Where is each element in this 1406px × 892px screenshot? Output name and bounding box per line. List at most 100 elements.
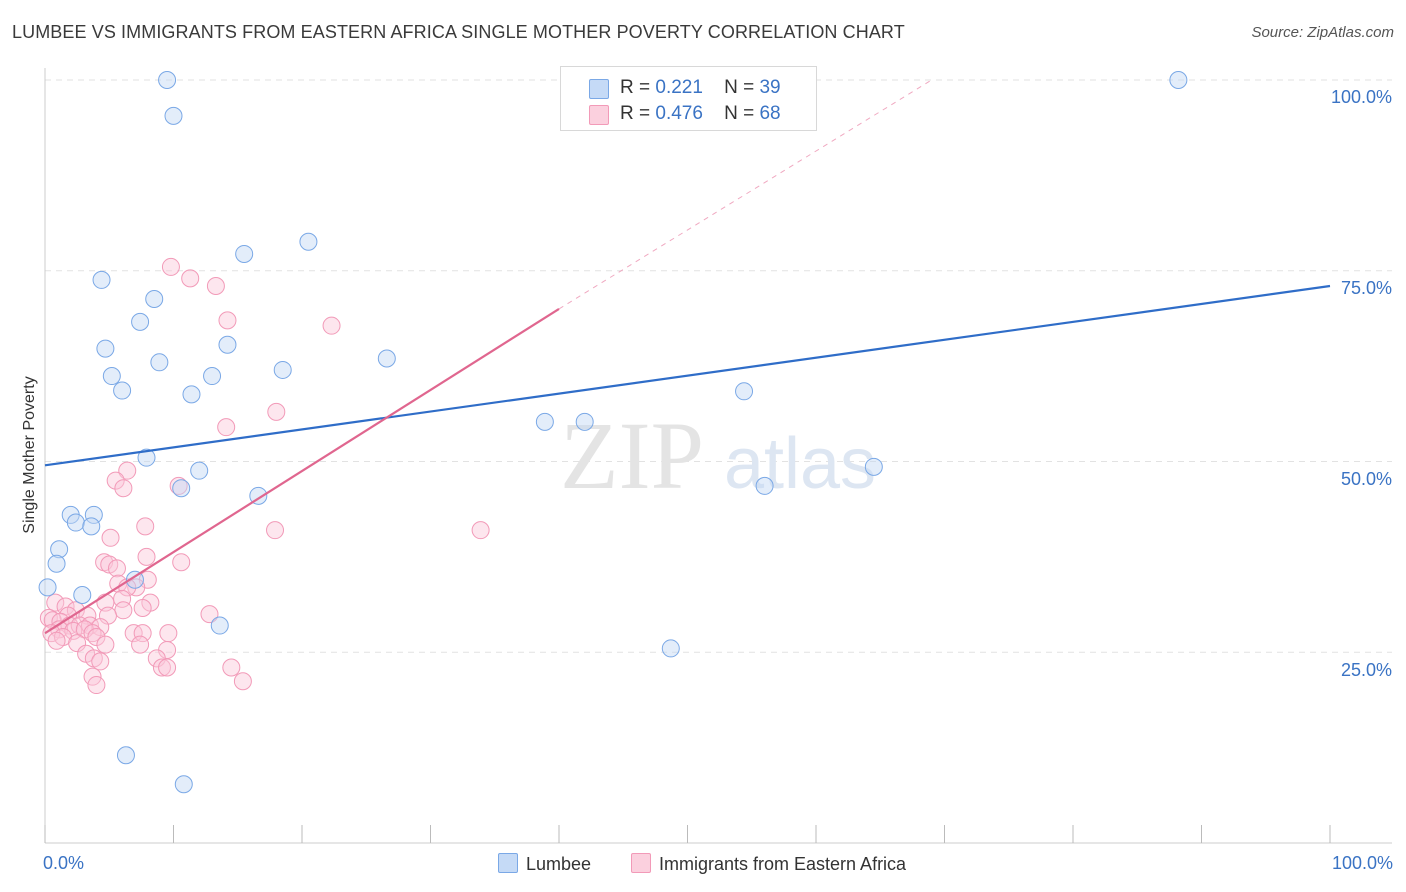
lumbee-point <box>47 554 66 573</box>
lumbee-point <box>377 349 396 368</box>
lumbee-point <box>82 517 101 536</box>
eastern-africa-point <box>161 257 180 276</box>
eastern-africa-point <box>87 676 106 695</box>
eastern-africa-point <box>114 479 133 498</box>
r-value: 0.476 <box>655 103 703 124</box>
x-tick-label-max: 100.0% <box>1331 853 1393 873</box>
lumbee-point <box>116 746 135 765</box>
eastern-africa-point <box>136 517 155 536</box>
watermark-zip: ZIP <box>560 402 704 509</box>
eastern-africa-point <box>47 631 66 650</box>
eastern-africa-point <box>133 598 152 617</box>
lumbee-swatch <box>589 79 609 99</box>
lumbee-point <box>137 448 156 467</box>
lumbee-trend-line <box>44 284 1331 467</box>
eastern-africa-swatch <box>589 105 609 125</box>
eastern-africa-point <box>217 418 236 437</box>
eastern-africa-point <box>172 553 191 572</box>
eastern-africa-point <box>64 621 83 640</box>
n-value: 39 <box>759 77 781 98</box>
n-label: N = <box>724 77 755 98</box>
eastern-africa-point <box>83 667 102 686</box>
eastern-africa-point <box>46 593 65 612</box>
lumbee-point <box>575 412 594 431</box>
lumbee-point <box>273 360 292 379</box>
lumbee-point <box>864 457 883 476</box>
eastern-africa-legend-swatch <box>631 853 651 873</box>
eastern-africa-point <box>233 672 252 691</box>
y-tick-label: 50.0% <box>1340 469 1392 489</box>
n-value: 68 <box>759 103 781 124</box>
y-tick-label: 75.0% <box>1340 278 1392 298</box>
lumbee-point <box>38 578 57 597</box>
eastern-africa-trend-line <box>44 307 560 635</box>
lumbee-point <box>172 479 191 498</box>
eastern-africa-point <box>101 528 120 547</box>
lumbee-point <box>150 353 169 372</box>
eastern-africa-point <box>266 521 285 540</box>
lumbee-point <box>182 385 201 404</box>
lumbee-point <box>174 775 193 794</box>
eastern-africa-point <box>96 635 115 654</box>
source-credit: Source: ZipAtlas.com <box>1251 24 1394 41</box>
eastern-africa-point <box>118 461 137 480</box>
eastern-africa-point <box>91 652 110 671</box>
eastern-africa-point <box>222 658 241 677</box>
r-label: R = <box>620 77 651 98</box>
eastern-africa-trend-extension <box>558 79 932 310</box>
eastern-africa-point <box>181 269 200 288</box>
lumbee-point <box>210 616 229 635</box>
eastern-africa-point <box>218 311 237 330</box>
chart-title: LUMBEE VS IMMIGRANTS FROM EASTERN AFRICA… <box>12 22 905 42</box>
eastern-africa-point <box>471 521 490 540</box>
lumbee-point <box>84 505 103 524</box>
lumbee-point <box>299 232 318 251</box>
watermark-atlas: atlas <box>724 424 876 504</box>
lumbee-point <box>164 106 183 125</box>
eastern-africa-point <box>159 624 178 643</box>
lumbee-point <box>203 367 222 386</box>
lumbee-point <box>735 382 754 401</box>
lumbee-point <box>50 540 69 559</box>
eastern-africa-point <box>133 624 152 643</box>
lumbee-point <box>102 367 121 386</box>
lumbee-point <box>158 71 177 89</box>
eastern-africa-point <box>109 574 128 593</box>
lumbee-point <box>113 381 132 400</box>
eastern-africa-point <box>322 316 341 335</box>
eastern-africa-point <box>114 601 133 620</box>
lumbee-point <box>96 339 115 358</box>
eastern-africa-point <box>206 277 225 296</box>
eastern-africa-point <box>158 658 177 677</box>
lumbee-point <box>125 570 144 589</box>
eastern-africa-point <box>169 476 188 495</box>
legend-item-eastern-africa: Immigrants from Eastern Africa <box>631 853 906 875</box>
r-value: 0.221 <box>655 77 703 98</box>
y-tick-label: 100.0% <box>1330 87 1392 107</box>
eastern-africa-point <box>152 658 171 677</box>
lumbee-legend-label: Lumbee <box>526 854 592 874</box>
lumbee-point <box>1169 71 1188 89</box>
eastern-africa-point <box>87 627 106 646</box>
lumbee-point <box>73 586 92 605</box>
eastern-africa-point <box>200 605 219 624</box>
eastern-africa-point <box>131 635 150 654</box>
n-label: N = <box>724 103 755 124</box>
eastern-africa-point <box>106 471 125 490</box>
lumbee-point <box>92 270 111 289</box>
eastern-africa-point <box>68 634 87 653</box>
lumbee-point <box>190 461 209 480</box>
y-tick-label: 25.0% <box>1340 660 1392 680</box>
lumbee-point <box>535 412 554 431</box>
eastern-africa-point <box>107 559 126 578</box>
r-label: R = <box>620 103 651 124</box>
x-tick-label-min: 0.0% <box>43 853 85 873</box>
lumbee-legend-swatch <box>498 853 518 873</box>
lumbee-point <box>145 289 164 308</box>
legend-item-lumbee: Lumbee <box>498 853 591 875</box>
lumbee-point <box>66 513 85 532</box>
eastern-africa-legend-label: Immigrants from Eastern Africa <box>659 854 907 874</box>
eastern-africa-point <box>113 589 132 608</box>
lumbee-point <box>131 312 150 331</box>
